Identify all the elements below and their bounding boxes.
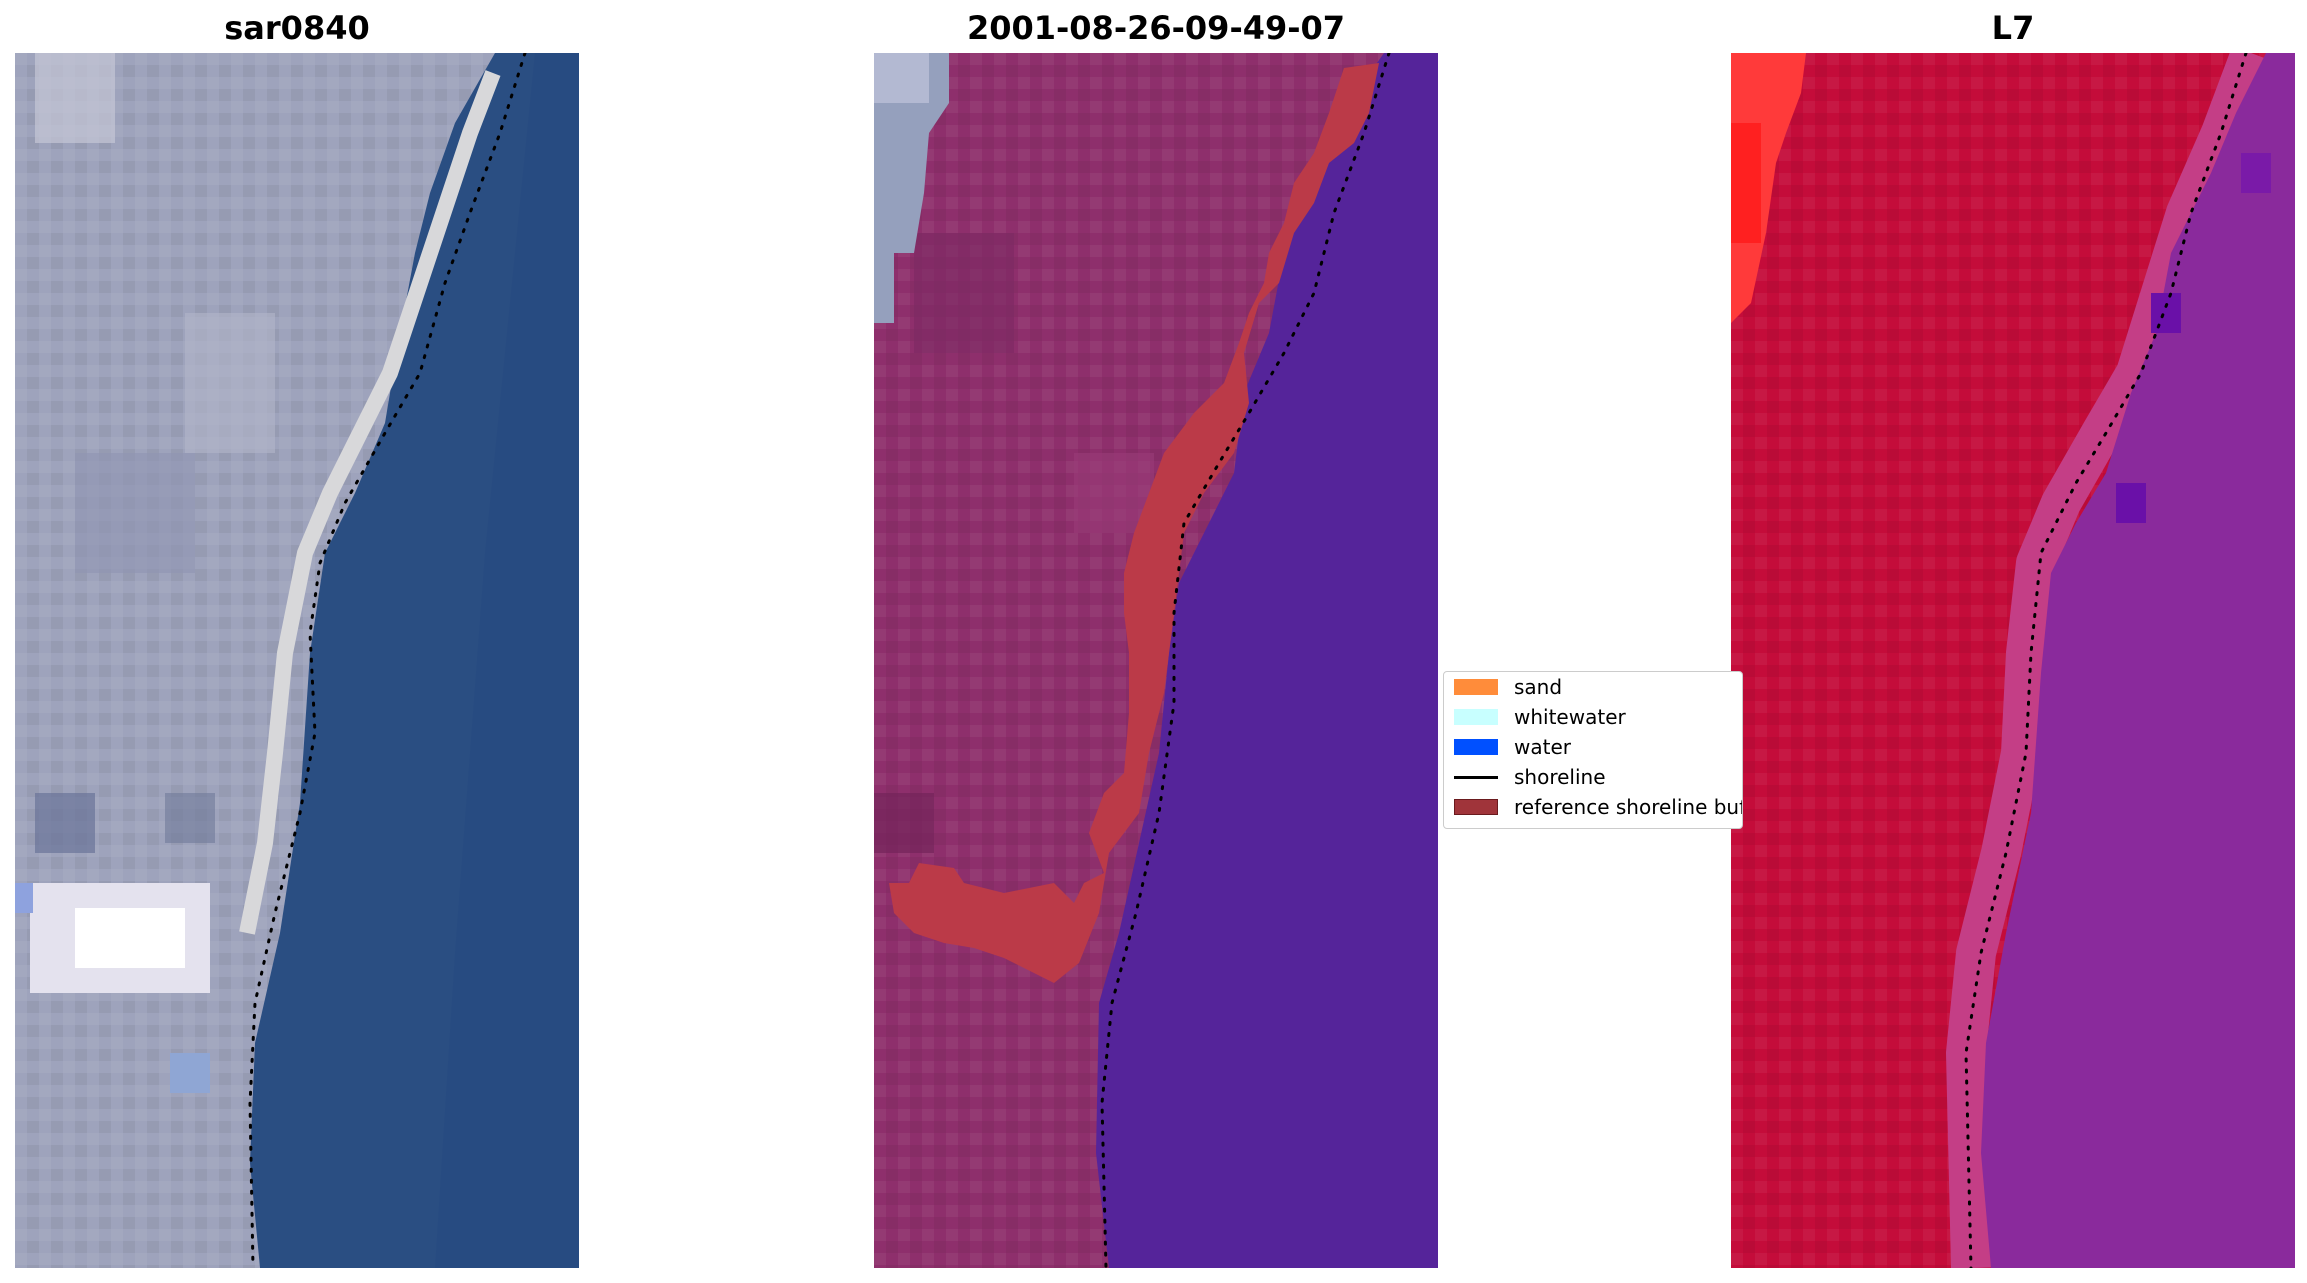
legend-label-shoreline: shoreline (1514, 765, 1606, 789)
legend-label-sand: sand (1514, 675, 1563, 699)
legend-line-shoreline (1454, 775, 1498, 779)
legend-swatch-sand (1454, 679, 1498, 695)
legend-label-reference-buffer: reference shoreline buffer (1514, 795, 1743, 819)
legend-label-water: water (1514, 735, 1571, 759)
rgb-image-panel (15, 53, 579, 1268)
legend-swatch-whitewater (1454, 709, 1498, 725)
legend-item-sand: sand (1454, 672, 1562, 702)
legend-swatch-reference-buffer (1454, 799, 1498, 815)
legend-item-shoreline: shoreline (1454, 762, 1606, 792)
classification-image (874, 53, 1438, 1268)
nir-image-panel (1731, 53, 2295, 1268)
legend: sand whitewater water shoreline referenc… (1443, 671, 1743, 829)
nir-image (1731, 53, 2295, 1268)
legend-item-water: water (1454, 732, 1571, 762)
panel-title-rgb: sar0840 (224, 9, 370, 47)
classification-panel (874, 53, 1438, 1268)
rgb-image (15, 53, 579, 1268)
legend-item-whitewater: whitewater (1454, 702, 1626, 732)
legend-swatch-water (1454, 739, 1498, 755)
panel-title-sensor: L7 (1991, 9, 2035, 47)
legend-label-whitewater: whitewater (1514, 705, 1626, 729)
panel-title-classification: 2001-08-26-09-49-07 (966, 9, 1346, 47)
legend-item-reference-buffer: reference shoreline buffer (1454, 792, 1743, 822)
